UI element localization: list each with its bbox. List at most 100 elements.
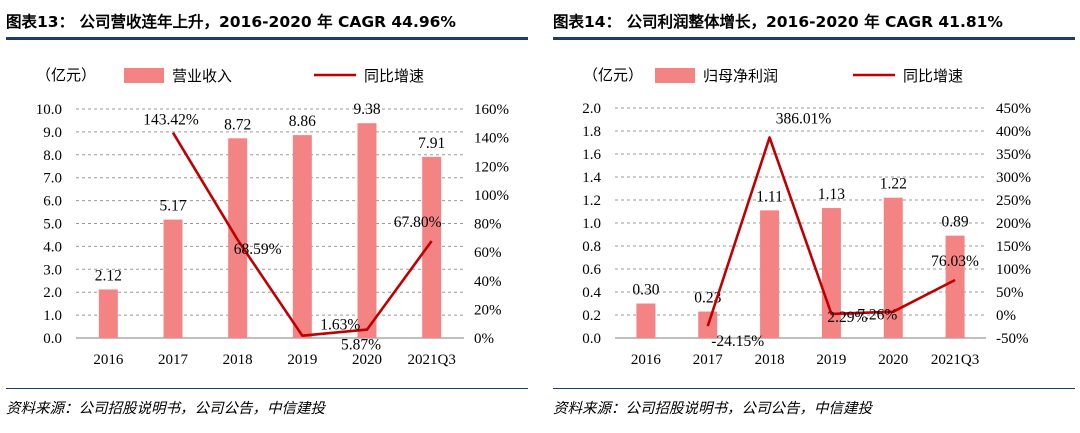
bar bbox=[945, 235, 965, 338]
y2-tick-label: 0% bbox=[474, 331, 494, 347]
x-tick-label: 2018 bbox=[755, 352, 785, 368]
title-rule bbox=[6, 37, 528, 40]
revenue-chart: 0.0 1.0 2.0 3.0 4.0 5.0 6.0 7.0 8.0 9.0 10.0 0% 20% 4… bbox=[36, 66, 509, 368]
y-tick-label: 1.8 bbox=[582, 124, 601, 140]
y2-tick-label: 50% bbox=[996, 285, 1024, 301]
line-value-label: -24.15% bbox=[711, 333, 764, 350]
y2-tick-label: 120% bbox=[474, 159, 509, 175]
legend-bar-swatch bbox=[124, 68, 164, 83]
profit-chart: 0.0 0.2 0.4 0.6 0.8 1.0 1.2 1.4 1.6 1.8 2.0 -50% 0% 5… bbox=[582, 66, 1031, 368]
y-tick-label: 0.0 bbox=[43, 331, 62, 347]
bar-value-label: 9.38 bbox=[353, 101, 380, 118]
x-tick-label: 2016 bbox=[631, 352, 662, 368]
y-tick-label: 0.8 bbox=[582, 239, 601, 255]
bar-value-label: 1.22 bbox=[880, 176, 907, 193]
y-tick-label: 1.4 bbox=[582, 170, 601, 186]
title-rule bbox=[553, 37, 1075, 40]
y2-tick-label: 160% bbox=[474, 102, 509, 118]
y-tick-label: 1.0 bbox=[582, 216, 601, 232]
y-tick-label: 7.0 bbox=[43, 171, 62, 187]
growth-line bbox=[171, 132, 433, 337]
y-tick-label: 0.4 bbox=[582, 285, 601, 301]
x-tick-label: 2017 bbox=[158, 352, 189, 368]
bar bbox=[163, 219, 183, 338]
line-value-label: 76.03% bbox=[931, 253, 979, 270]
chart-title: 图表13： 公司营收连年上升，2016-2020 年 CAGR 44.96% bbox=[6, 13, 456, 31]
bar-value-label: 8.86 bbox=[289, 113, 316, 130]
profit-chart-panel: 图表14： 公司利润整体增长，2016-2020 年 CAGR 41.81% 0… bbox=[553, 0, 1080, 433]
x-tick-label: 2016 bbox=[93, 352, 124, 368]
legend-bar-swatch bbox=[655, 68, 695, 83]
bar bbox=[760, 210, 780, 338]
y-tick-label: 10.0 bbox=[36, 102, 62, 118]
bar bbox=[422, 156, 442, 338]
y-tick-label: 0.2 bbox=[582, 308, 601, 324]
line-value-label: 67.80% bbox=[394, 214, 442, 231]
bar-value-label: 1.11 bbox=[756, 188, 783, 205]
y-tick-label: 0.6 bbox=[582, 262, 601, 278]
line-value-label: 143.42% bbox=[143, 112, 199, 129]
bar-value-label: 7.91 bbox=[418, 135, 445, 152]
revenue-chart-panel: 图表13： 公司营收连年上升，2016-2020 年 CAGR 44.96% 0… bbox=[6, 0, 534, 433]
y2-tick-label: 40% bbox=[474, 274, 502, 290]
chart-source: 资料来源：公司招股说明书，公司公告，中信建投 bbox=[6, 401, 325, 417]
bar bbox=[292, 135, 312, 338]
x-tick-label: 2018 bbox=[223, 352, 253, 368]
y2-tick-label: 140% bbox=[474, 131, 509, 147]
x-tick-label: 2019 bbox=[287, 352, 317, 368]
y-tick-label: 4.0 bbox=[43, 239, 62, 255]
bar-value-label: 8.72 bbox=[224, 116, 251, 133]
bar-value-label: 5.17 bbox=[159, 198, 186, 215]
y-tick-label: 1.2 bbox=[582, 193, 601, 209]
y2-tick-label: -50% bbox=[996, 331, 1029, 347]
y2-tick-label: 300% bbox=[996, 170, 1031, 186]
chart-source: 资料来源：公司招股说明书，公司公告，中信建投 bbox=[553, 401, 872, 417]
x-tick-label: 2019 bbox=[816, 352, 846, 368]
y-tick-label: 5.0 bbox=[43, 217, 62, 233]
y2-tick-label: 100% bbox=[474, 188, 509, 204]
x-tick-label: 2020 bbox=[352, 352, 382, 368]
x-tick-label: 2017 bbox=[693, 352, 724, 368]
y-tick-label: 2.0 bbox=[582, 101, 601, 117]
x-tick-label: 2020 bbox=[878, 352, 908, 368]
y2-tick-label: 0% bbox=[996, 308, 1016, 324]
line-value-label: 2.29% bbox=[827, 309, 867, 326]
line-value-label: 1.63% bbox=[320, 317, 360, 334]
y2-tick-label: 450% bbox=[996, 101, 1031, 117]
line-value-label: 5.87% bbox=[341, 337, 381, 354]
y-tick-label: 3.0 bbox=[43, 262, 62, 278]
y2-tick-label: 80% bbox=[474, 217, 502, 233]
legend-line-label: 同比增速 bbox=[364, 67, 424, 85]
y-tick-label: 1.0 bbox=[43, 308, 62, 324]
bar-value-label: 2.12 bbox=[95, 267, 122, 284]
y-tick-label: 8.0 bbox=[43, 148, 62, 164]
bar-value-label: 0.89 bbox=[942, 214, 969, 231]
y2-tick-label: 20% bbox=[474, 302, 502, 318]
y2-tick-label: 400% bbox=[996, 124, 1031, 140]
bar bbox=[357, 123, 377, 338]
y-tick-label: 0.0 bbox=[582, 331, 601, 347]
bar bbox=[636, 303, 656, 338]
x-tick-label: 2021Q3 bbox=[931, 352, 979, 368]
y-tick-label: 1.6 bbox=[582, 147, 601, 163]
y-tick-label: 2.0 bbox=[43, 285, 62, 301]
growth-line bbox=[706, 136, 956, 327]
legend-bar-label: 营业收入 bbox=[172, 67, 232, 85]
y2-tick-label: 200% bbox=[996, 216, 1031, 232]
bar-value-label: 1.13 bbox=[818, 186, 845, 203]
legend-bar-label: 归母净利润 bbox=[703, 67, 778, 85]
x-tick-label: 2021Q3 bbox=[407, 352, 455, 368]
source-rule bbox=[553, 388, 1075, 389]
y2-tick-label: 350% bbox=[996, 147, 1031, 163]
line-value-label: 7.26% bbox=[857, 307, 897, 324]
y2-tick-label: 60% bbox=[474, 245, 502, 261]
bar bbox=[883, 197, 903, 338]
chart-title: 图表14： 公司利润整体增长，2016-2020 年 CAGR 41.81% bbox=[553, 13, 1003, 31]
line-value-label: 386.01% bbox=[776, 110, 832, 127]
y2-tick-label: 100% bbox=[996, 262, 1031, 278]
bar bbox=[98, 289, 118, 338]
source-rule bbox=[6, 388, 528, 389]
y-tick-label: 9.0 bbox=[43, 125, 62, 141]
unit-label: （亿元） bbox=[36, 66, 96, 84]
line-value-label: 68.59% bbox=[234, 241, 282, 258]
